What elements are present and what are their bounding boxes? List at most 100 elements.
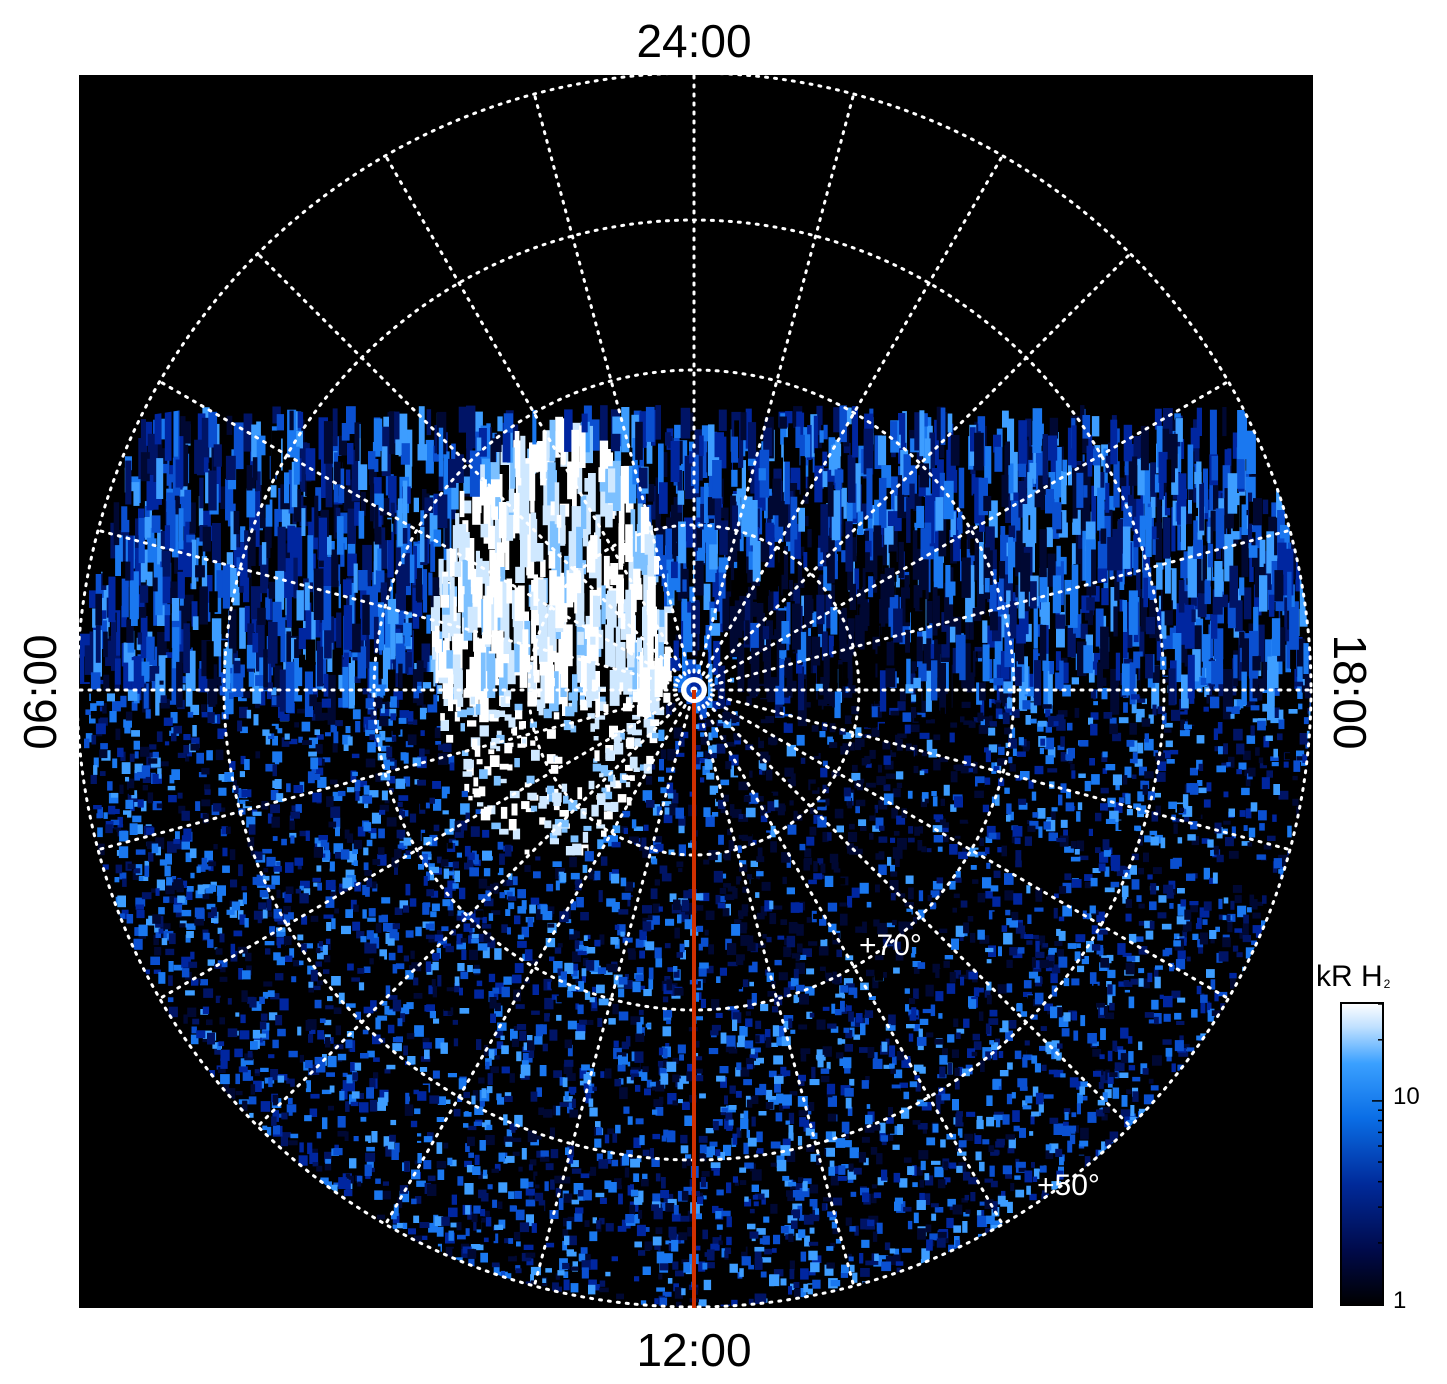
emission-pixel [553,803,560,811]
emission-pixel [642,790,653,801]
emission-pixel [554,482,560,525]
emission-pixel [871,706,882,718]
emission-pixel [665,1203,675,1212]
emission-pixel [734,919,740,924]
emission-pixel [717,1151,725,1161]
emission-pixel [1047,954,1055,963]
emission-pixel [447,880,456,891]
emission-pixel [168,795,177,803]
emission-pixel [666,1061,677,1072]
emission-pixel [1236,769,1242,775]
emission-pixel [1157,761,1167,772]
emission-pixel [1252,718,1258,723]
emission-pixel [863,1157,869,1166]
emission-pixel [276,861,281,866]
emission-pixel [553,712,560,720]
emission-pixel [532,689,540,694]
emission-pixel [847,1169,857,1180]
emission-pixel [388,995,398,1000]
emission-pixel [187,711,194,718]
emission-pixel [399,710,410,719]
emission-pixel [547,470,557,514]
emission-pixel [689,412,694,432]
emission-pixel [178,541,186,570]
emission-pixel [556,514,562,528]
emission-pixel [1021,1050,1027,1055]
emission-pixel [148,852,154,862]
emission-pixel [672,1261,679,1270]
emission-pixel [295,430,303,449]
emission-pixel [612,416,623,434]
emission-pixel [453,1108,461,1117]
emission-pixel [286,631,291,679]
emission-pixel [663,545,673,592]
emission-pixel [1090,877,1098,887]
emission-pixel [922,630,927,644]
emission-pixel [488,749,495,755]
emission-pixel [700,777,705,783]
emission-pixel [413,689,419,699]
emission-pixel [616,1293,624,1300]
emission-pixel [596,1153,603,1161]
emission-pixel [272,836,278,841]
emission-pixel [457,1176,464,1186]
emission-pixel [921,846,927,853]
emission-pixel [600,405,608,446]
emission-pixel [802,477,809,527]
emission-pixel [506,880,513,886]
emission-pixel [759,1244,769,1249]
emission-pixel [809,1079,820,1086]
emission-pixel [530,512,537,562]
emission-pixel [100,743,108,750]
emission-pixel [831,771,840,778]
emission-pixel [179,923,186,928]
emission-pixel [483,868,491,877]
emission-pixel [1034,765,1044,775]
emission-pixel [1012,949,1023,959]
emission-pixel [820,677,825,687]
emission-pixel [892,788,901,798]
emission-pixel [739,863,748,872]
emission-pixel [862,540,872,557]
emission-pixel [590,419,600,451]
emission-pixel [864,1125,875,1133]
emission-pixel [1166,649,1175,672]
emission-pixel [989,1165,995,1177]
emission-pixel [665,1043,670,1049]
emission-pixel [994,1187,1000,1200]
emission-pixel [433,799,442,811]
emission-pixel [309,1152,319,1164]
emission-pixel [1135,714,1142,723]
emission-pixel [936,877,944,884]
emission-pixel [115,728,121,740]
emission-pixel [312,792,322,803]
emission-pixel [897,733,907,739]
emission-pixel [809,1210,820,1222]
emission-pixel [347,850,357,863]
emission-pixel [901,1056,911,1068]
emission-pixel [1160,837,1166,849]
emission-pixel [120,695,127,708]
emission-pixel [804,1235,810,1247]
emission-pixel [723,883,731,888]
emission-pixel [1056,612,1065,648]
emission-pixel [1100,1028,1106,1040]
emission-pixel [912,961,921,967]
emission-pixel [388,475,397,513]
emission-pixel [884,760,894,770]
emission-pixel [284,1083,291,1089]
emission-pixel [478,933,486,943]
emission-pixel [373,541,379,585]
emission-pixel [117,816,124,828]
emission-pixel [569,930,578,940]
emission-pixel [281,507,291,529]
emission-pixel [830,1026,839,1033]
emission-pixel [648,726,655,732]
emission-pixel [659,865,668,874]
emission-pixel [706,772,715,780]
emission-pixel [957,1128,963,1138]
emission-pixel [324,842,330,853]
emission-pixel [1245,775,1251,787]
emission-pixel [601,787,607,792]
emission-pixel [918,826,923,834]
